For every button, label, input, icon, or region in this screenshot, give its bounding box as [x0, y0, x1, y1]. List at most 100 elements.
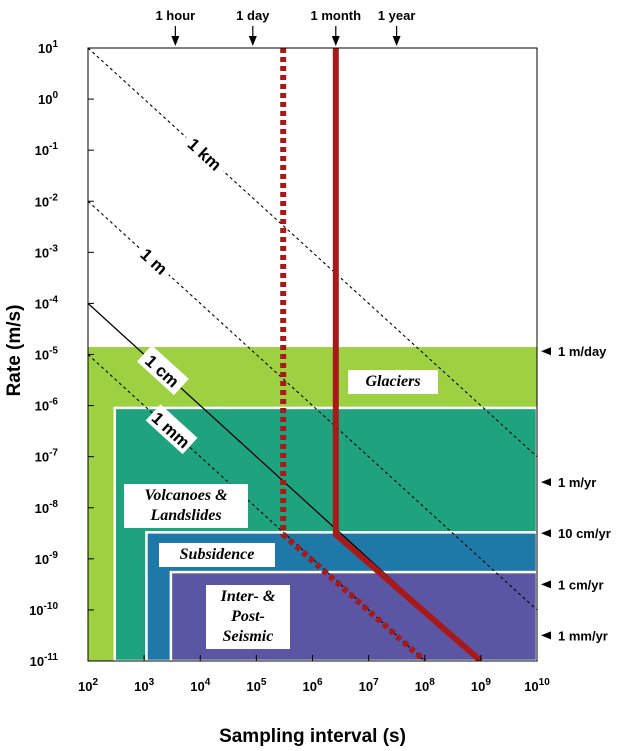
- top-marker-label-2: 1 month: [311, 8, 362, 23]
- region-label-1-1: Landslides: [149, 507, 221, 524]
- x-tick-label-4: 106: [302, 677, 322, 694]
- y-tick-base: 10: [30, 654, 44, 669]
- right-marker-arrow-4: [541, 631, 551, 640]
- y-tick-label-4: 10-3: [35, 243, 59, 260]
- x-tick-base: 10: [246, 679, 260, 694]
- x-tick-exponent: 7: [373, 677, 379, 688]
- y-tick-label-0: 101: [38, 39, 58, 56]
- top-marker-arrow-0: [171, 36, 180, 46]
- displacement-label-box-1: [132, 238, 177, 283]
- y-tick-exponent: -10: [44, 601, 59, 612]
- x-tick-label-8: 1010: [524, 677, 550, 694]
- label-layer: Glaciers Volcanoes & Landslides Subsidence I…: [124, 128, 438, 649]
- right-marker-label-2: 10 cm/yr: [558, 526, 611, 541]
- x-tick-base: 10: [78, 679, 92, 694]
- right-marker-arrow-0: [541, 347, 551, 356]
- region-label-box-2: [159, 543, 275, 567]
- x-tick-label-5: 107: [359, 677, 379, 694]
- right-marker-arrow-1: [541, 478, 551, 487]
- x-tick-label-1: 103: [134, 677, 154, 694]
- region-label-3-0: Inter- &: [220, 588, 276, 605]
- x-tick-exponent: 10: [539, 677, 551, 688]
- x-tick-label-2: 104: [190, 677, 210, 694]
- right-marker-arrow-2: [541, 529, 551, 538]
- x-tick-base: 10: [134, 679, 148, 694]
- y-tick-label-9: 10-8: [35, 499, 59, 516]
- y-tick-exponent: -2: [49, 192, 58, 203]
- x-tick-exponent: 2: [92, 677, 98, 688]
- y-tick-base: 10: [35, 552, 49, 567]
- right-marker-arrow-3: [541, 580, 551, 589]
- y-tick-exponent: 1: [52, 39, 58, 50]
- y-tick-exponent: -8: [49, 499, 58, 510]
- y-tick-exponent: -3: [49, 243, 58, 254]
- region-label-0-0: Glaciers: [365, 373, 420, 390]
- y-tick-base: 10: [35, 245, 49, 260]
- right-marker-label-4: 1 mm/yr: [558, 628, 608, 643]
- right-marker-label-0: 1 m/day: [558, 344, 607, 359]
- x-tick-base: 10: [471, 679, 485, 694]
- y-axis-title: Rate (m/s): [4, 305, 25, 397]
- region-label-box-0: [348, 370, 438, 394]
- x-tick-label-6: 108: [415, 677, 435, 694]
- top-marker-label-1: 1 day: [236, 8, 270, 23]
- sampling-limit-layer: [280, 48, 483, 661]
- top-marker-label-0: 1 hour: [155, 8, 195, 23]
- axes-layer: 102 103 104 105 106 107 108 109 101010110010-110…: [4, 8, 611, 747]
- x-tick-label-7: 109: [471, 677, 491, 694]
- displacement-label-box-2: [136, 345, 189, 396]
- y-tick-exponent: -11: [44, 652, 58, 663]
- y-tick-label-8: 10-7: [35, 448, 59, 465]
- right-marker-label-1: 1 m/yr: [558, 475, 596, 490]
- displacement-line-0: [88, 48, 537, 458]
- region-label-3-2: Seismic: [223, 628, 274, 645]
- y-tick-label-11: 10-10: [29, 601, 58, 618]
- y-tick-base: 10: [29, 603, 43, 618]
- y-tick-label-7: 10-6: [35, 397, 59, 414]
- y-tick-label-10: 10-9: [35, 550, 59, 567]
- top-marker-arrow-2: [331, 36, 340, 46]
- y-tick-base: 10: [35, 501, 49, 516]
- y-tick-exponent: 0: [52, 90, 58, 101]
- top-marker-arrow-3: [392, 36, 401, 46]
- x-tick-label-0: 102: [78, 677, 98, 694]
- y-tick-base: 10: [35, 348, 49, 363]
- y-tick-base: 10: [35, 143, 49, 158]
- right-marker-label-3: 1 cm/yr: [558, 577, 604, 592]
- y-tick-label-3: 10-2: [35, 192, 59, 209]
- y-tick-exponent: -1: [49, 141, 58, 152]
- region-label-box-1: [124, 484, 248, 528]
- y-tick-base: 10: [35, 399, 49, 414]
- y-tick-label-5: 10-4: [35, 294, 59, 311]
- y-tick-base: 10: [35, 194, 49, 209]
- x-tick-exponent: 5: [261, 677, 267, 688]
- x-tick-base: 10: [524, 679, 538, 694]
- x-axis-title: Sampling interval (s): [219, 726, 406, 747]
- x-tick-label-3: 105: [246, 677, 266, 694]
- displacement-line-1: [88, 200, 537, 611]
- region-label-box-3: [206, 585, 290, 649]
- y-tick-base: 10: [38, 92, 52, 107]
- y-tick-label-12: 10-11: [30, 652, 59, 669]
- region-label-1-0: Volcanoes &: [144, 487, 228, 504]
- x-tick-exponent: 9: [485, 677, 491, 688]
- region-label-2-0: Subsidence: [180, 546, 255, 563]
- y-tick-label-1: 100: [38, 90, 58, 107]
- region-label-3-1: Post-: [230, 608, 265, 625]
- x-tick-base: 10: [190, 679, 204, 694]
- x-tick-base: 10: [359, 679, 373, 694]
- displacement-label-box-3: [145, 404, 198, 455]
- x-tick-exponent: 8: [429, 677, 435, 688]
- top-marker-label-3: 1 year: [378, 8, 416, 23]
- sampling-limit-series-0: [332, 48, 483, 661]
- y-tick-base: 10: [35, 450, 49, 465]
- y-tick-exponent: -5: [49, 346, 58, 357]
- sampling-limit-series-1: [280, 48, 427, 661]
- x-tick-exponent: 3: [149, 677, 155, 688]
- x-tick-exponent: 6: [317, 677, 323, 688]
- x-tick-base: 10: [302, 679, 316, 694]
- x-tick-exponent: 4: [205, 677, 211, 688]
- x-tick-base: 10: [415, 679, 429, 694]
- top-marker-arrow-1: [248, 36, 257, 46]
